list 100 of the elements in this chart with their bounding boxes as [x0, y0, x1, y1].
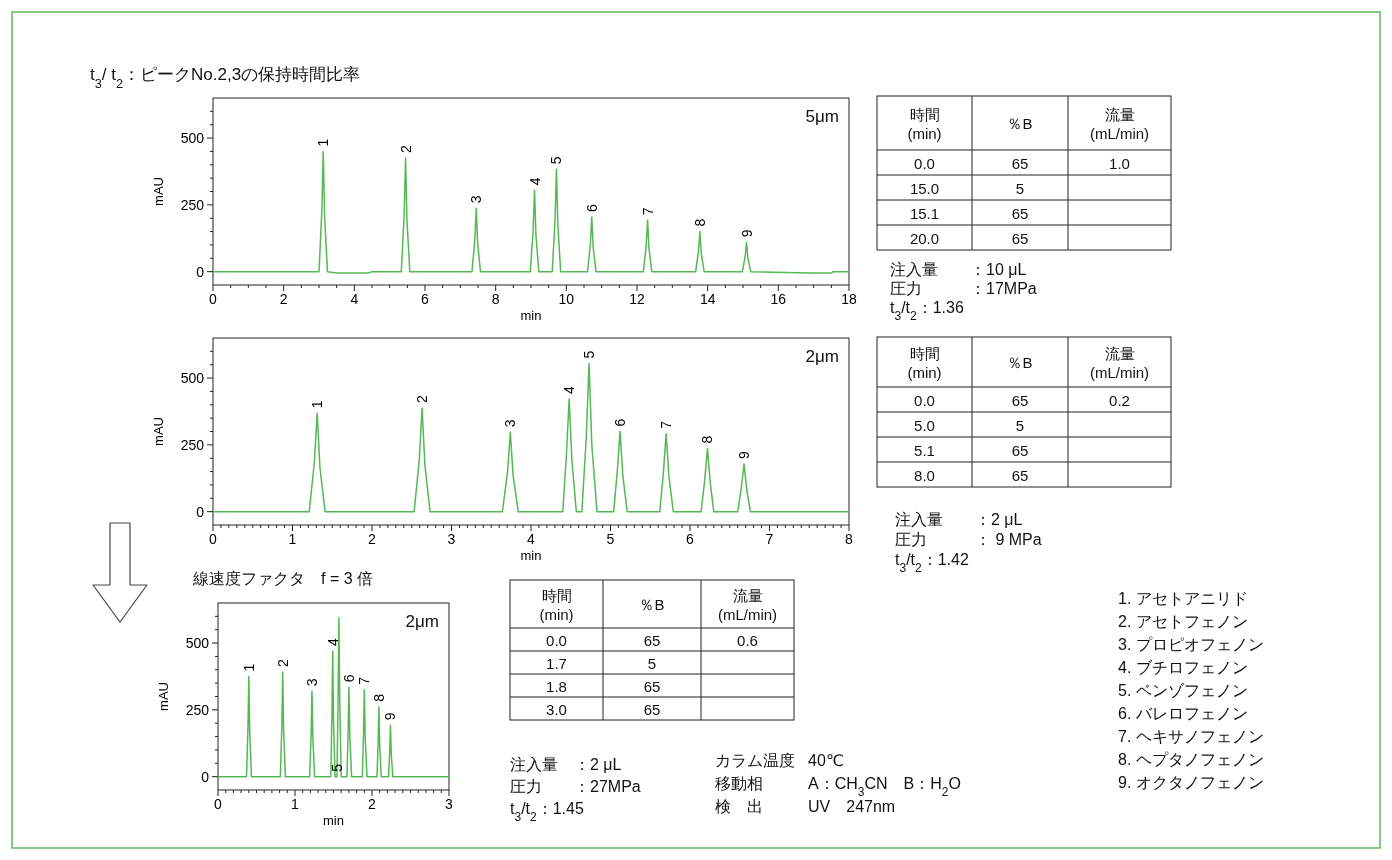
text: 65 [643, 700, 661, 717]
annotation: 8 [370, 693, 387, 702]
annotation: 1 [315, 138, 332, 147]
text: 圧力 ：27MPa [510, 778, 641, 795]
text: 40℃ [808, 752, 844, 769]
text: 65 [643, 677, 661, 694]
annotation: 4 [324, 638, 341, 647]
text: ％B [1007, 114, 1033, 132]
text: 65 [643, 631, 661, 648]
text: 4. ブチロフェノン [1118, 659, 1248, 676]
text: 圧力 ：17MPa [890, 280, 1037, 297]
x-tick-label: 6 [686, 531, 695, 547]
x-tick-label: 12 [629, 291, 645, 307]
text: 時間 (min) [907, 105, 942, 141]
annotation: 3 [303, 678, 320, 687]
annotation: 5 [548, 156, 565, 165]
x-tick-label: 8 [491, 291, 500, 307]
annotation: 7 [639, 207, 656, 216]
x-tick-label: 8 [845, 531, 854, 547]
text: ％B [1007, 353, 1033, 371]
y-tick-label: 250 [180, 436, 205, 453]
text: 65 [1011, 466, 1029, 483]
text: 5 [1015, 416, 1025, 433]
x-tick-label: 6 [421, 291, 430, 307]
text: 9. オクタノフェノン [1118, 774, 1264, 791]
annotation: 5 [328, 763, 345, 772]
annotation: 6 [340, 674, 357, 683]
annotation: 9 [382, 712, 399, 721]
text: 5. ベンゾフェノン [1118, 682, 1248, 699]
x-tick-label: 1 [288, 531, 297, 547]
annotation: 8 [699, 435, 716, 444]
text: t$_{3}$/t$_{2}$：1.36 [890, 299, 964, 323]
annotation: 3 [502, 419, 519, 428]
y-tick-label: 500 [180, 370, 205, 387]
text: t$_{3}$/t$_{2}$：1.45 [510, 800, 584, 824]
text: 1.0 [1109, 154, 1130, 171]
text: 0.0 [546, 631, 567, 648]
text: 線速度ファクタ f = 3 倍 [192, 570, 374, 587]
y-tick-label: 250 [185, 701, 210, 718]
text: 1. アセトアニリド [1118, 590, 1248, 607]
text: 検 出 [715, 798, 763, 815]
x-tick-label: 4 [527, 531, 536, 547]
text: 8.0 [914, 466, 935, 483]
x-tick-label: 2 [368, 796, 377, 812]
annotation: 2 [414, 394, 431, 403]
text: 65 [1011, 391, 1029, 408]
x-axis-title: min [520, 548, 542, 563]
y-tick-label: 500 [180, 130, 205, 147]
text: 5 [647, 654, 657, 671]
text: 6. バレロフェノン [1118, 705, 1248, 722]
annotation: 1 [309, 400, 326, 409]
annotation: 2μm [405, 612, 439, 631]
text: 65 [1011, 154, 1029, 171]
text: 65 [1011, 204, 1029, 221]
annotation: 8 [691, 218, 708, 227]
annotation: 3 [468, 195, 485, 204]
text: 0.2 [1109, 391, 1130, 408]
annotation: 1 [240, 663, 257, 672]
y-axis-title: mAU [151, 177, 166, 206]
text: 注入量 ：2 μL [510, 756, 622, 773]
text: 0.0 [914, 154, 935, 171]
x-tick-label: 3 [447, 531, 456, 547]
annotation: 2μm [805, 347, 839, 366]
text: 5 [1015, 179, 1025, 196]
line-series [217, 616, 450, 778]
text: 65 [1011, 229, 1029, 246]
text: 流量 (mL/min) [717, 586, 778, 622]
annotation: 5μm [805, 107, 839, 126]
annotation: 7 [356, 676, 373, 685]
text: 注入量 ：10 μL [890, 261, 1027, 278]
text: UV 247nm [808, 798, 896, 815]
annotation: 4 [561, 385, 578, 394]
text: 注入量 ：2 μL [895, 511, 1023, 528]
text: 移動相 [715, 775, 763, 792]
x-tick-label: 3 [445, 796, 454, 812]
x-tick-label: 4 [350, 291, 359, 307]
annotation: 7 [658, 420, 675, 429]
annotation: 9 [738, 229, 755, 238]
text: ％B [639, 595, 665, 613]
x-axis-title: min [323, 813, 344, 828]
x-tick-label: 14 [699, 291, 716, 307]
text: 8. ヘプタノフェノン [1118, 751, 1264, 768]
y-tick-label: 250 [180, 196, 205, 213]
text: 時間 (min) [539, 586, 574, 622]
x-axis-title: min [520, 308, 542, 323]
text: 0.6 [737, 631, 758, 648]
text: 時間 (min) [907, 344, 942, 380]
text: A：CH$_{3}$CN B：H$_{2}$O [808, 775, 961, 799]
y-tick-label: 0 [201, 768, 210, 785]
annotation: 6 [583, 203, 600, 212]
text: 1.8 [546, 677, 567, 694]
annotation: 2 [397, 145, 414, 154]
x-tick-label: 10 [558, 291, 575, 307]
text: 流量 (mL/min) [1089, 344, 1150, 380]
y-tick-label: 500 [185, 635, 210, 652]
text: t$_{3}$/t$_{2}$：1.42 [895, 551, 969, 575]
text: 7. ヘキサノフェノン [1118, 728, 1264, 745]
x-tick-label: 16 [770, 291, 787, 307]
text: 3.0 [546, 700, 567, 717]
text: 2. アセトフェノン [1118, 613, 1248, 630]
